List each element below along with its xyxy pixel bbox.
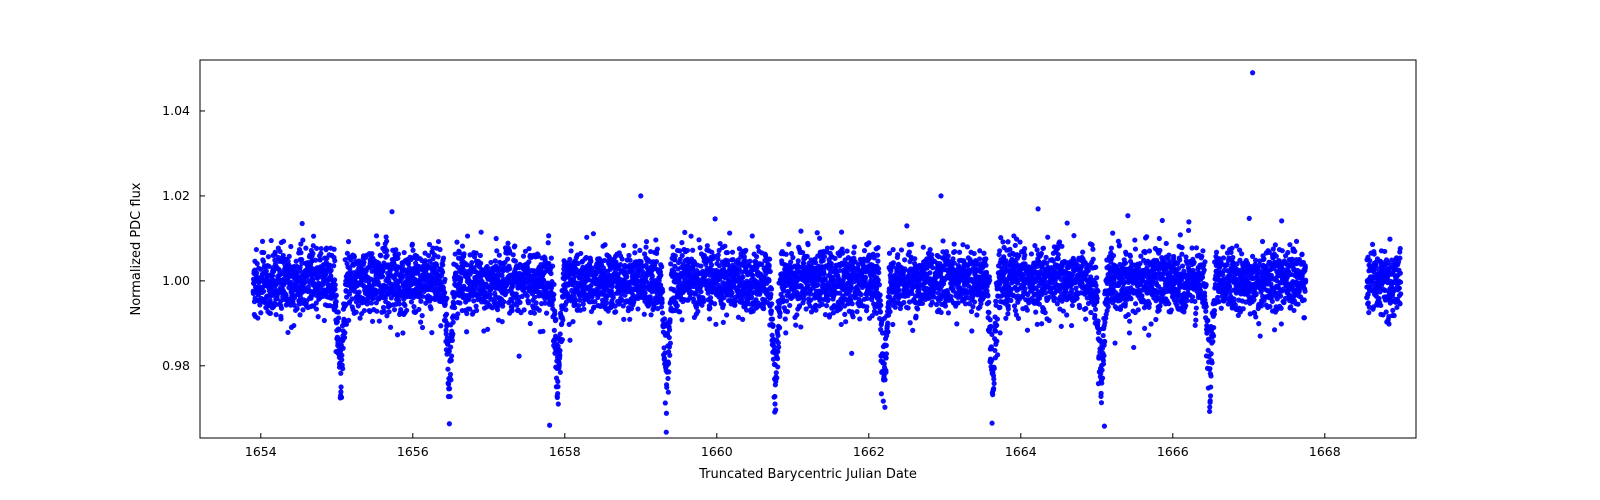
x-tick-label: 1658 <box>549 444 581 459</box>
x-tick-label: 1662 <box>853 444 885 459</box>
y-tick-label: 1.00 <box>162 273 190 288</box>
y-axis-label: Normalized PDC flux <box>129 182 144 315</box>
x-tick-label: 1660 <box>701 444 733 459</box>
lightcurve-scatter-chart: 1654 1656 1658 1660 1662 1664 1666 1668 0.98 1.00… <box>0 0 1600 500</box>
x-axis-label: Truncated Barycentric Julian Date <box>698 467 917 482</box>
x-tick-label: 1654 <box>245 444 277 459</box>
chart-svg: 1654 1656 1658 1660 1662 1664 1666 1668 0.98 1.00… <box>0 0 1600 500</box>
x-tick-label: 1656 <box>397 444 429 459</box>
y-tick-label: 1.04 <box>162 103 190 118</box>
x-tick-label: 1664 <box>1005 444 1037 459</box>
x-tick-label: 1666 <box>1157 444 1189 459</box>
y-tick-label: 1.02 <box>162 188 190 203</box>
y-tick-label: 0.98 <box>162 358 190 373</box>
x-tick-label: 1668 <box>1309 444 1341 459</box>
